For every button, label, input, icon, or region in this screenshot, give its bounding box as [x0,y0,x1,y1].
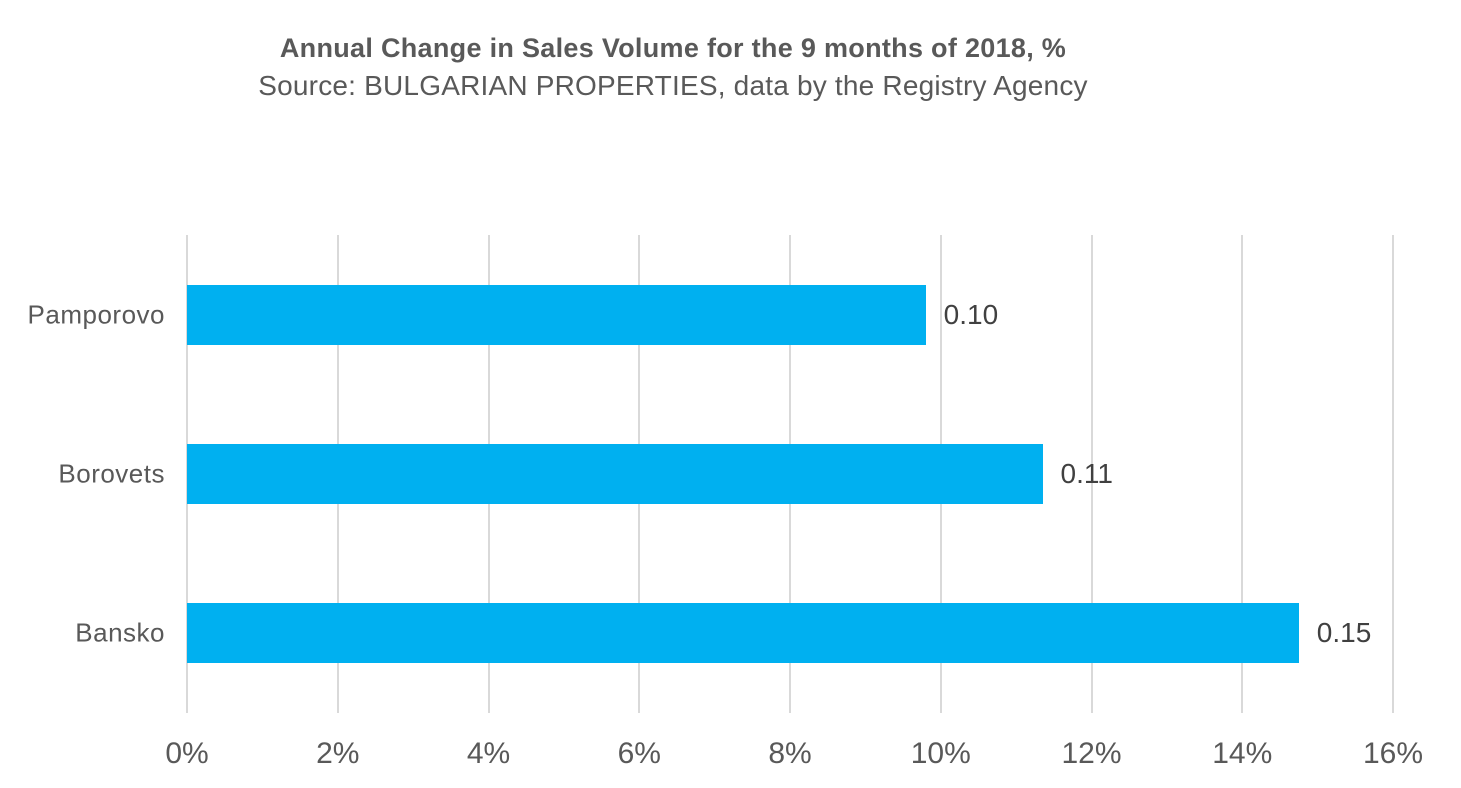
x-axis-tick-label: 14% [1212,737,1273,770]
plot-area: Pamporovo 0.10 Borovets 0.11 Bansko 0.15 0% 2%… [28,235,1423,770]
category-label: Bansko [75,617,165,648]
gridline [1090,235,1093,713]
chart-title: Annual Change in Sales Volume for the 9 … [279,33,1067,63]
category-label: Pamporovo [27,299,165,330]
value-label: 0.11 [1060,457,1113,489]
bar [187,603,1299,664]
bar-row: Borovets 0.11 [58,394,1393,553]
bar [187,443,1043,504]
gridline [1241,235,1244,713]
x-axis-tick-label: 16% [1362,737,1424,770]
x-axis-tick-label: 6% [617,737,661,770]
value-label: 0.10 [943,298,999,330]
chart-header: Annual Change in Sales Volume for the 9 … [0,32,1346,103]
bar [187,284,926,345]
chart-source-subtitle: Source: BULGARIAN PROPERTIES, data by th… [258,70,1088,102]
x-axis-tick-label: 4% [466,737,511,770]
category-label: Borovets [58,458,165,489]
x-axis-tick-label: 8% [768,737,812,770]
x-axis: 0% 2% 4% 6% 8% 10% 12% 14% 16% [165,713,1423,773]
bar-row: Bansko 0.15 [75,554,1393,713]
x-axis-tick-label: 0% [165,737,209,770]
x-axis-tick-label: 10% [910,737,971,770]
value-label: 0.15 [1316,617,1372,649]
x-axis-tick-label: 2% [316,737,360,770]
gridline [1392,235,1394,713]
bar-row: Pamporovo 0.10 [28,235,1393,394]
x-axis-tick-label: 12% [1061,737,1122,770]
